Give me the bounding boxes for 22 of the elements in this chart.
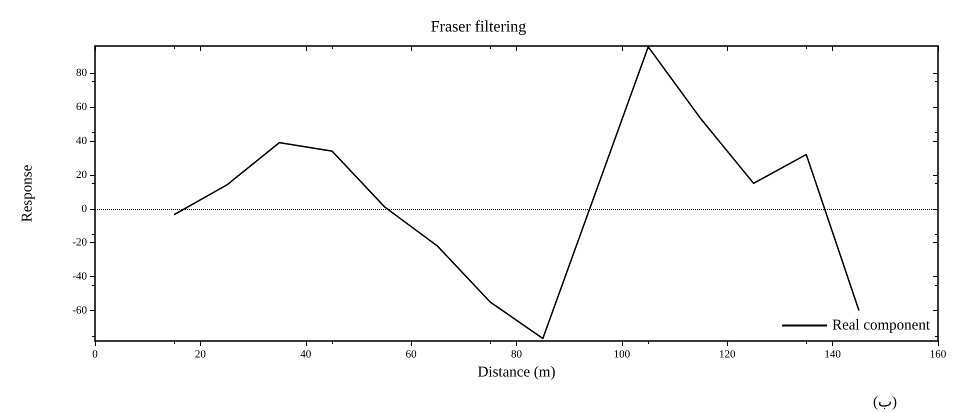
x-tick-label: 120: [719, 348, 736, 360]
x-tick-label: 160: [930, 348, 947, 360]
y-tick-label: 0: [82, 202, 88, 215]
x-tick-label: 80: [511, 348, 522, 360]
x-axis-title: Distance (m): [478, 364, 556, 380]
y-tick-label: 60: [76, 101, 88, 114]
x-tick-label: 40: [300, 348, 312, 360]
x-tick-label: 20: [194, 348, 206, 360]
y-tick-label: -60: [72, 304, 88, 316]
x-tick-label: 0: [92, 348, 98, 360]
legend-label: Real component: [832, 318, 931, 334]
x-tick-label: 100: [614, 348, 631, 360]
text: (ب): [873, 394, 898, 410]
y-tick-label: -20: [72, 236, 88, 249]
y-tick-label: 40: [76, 134, 88, 147]
y-tick-label: 20: [76, 168, 88, 181]
x-tick-label: 60: [406, 348, 418, 360]
chart-title: Fraser filtering: [430, 18, 526, 36]
y-tick-label: -40: [72, 270, 88, 283]
y-tick-label: 80: [76, 67, 88, 80]
y-axis-title: Response: [20, 164, 36, 222]
x-tick-label: 140: [824, 348, 842, 360]
